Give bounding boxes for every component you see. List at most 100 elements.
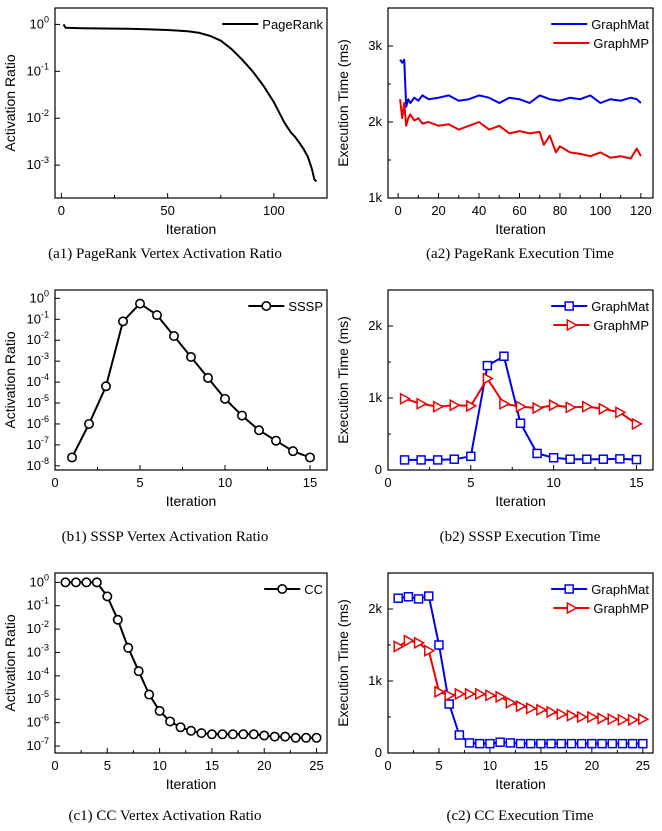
legend: CC [264, 582, 323, 597]
x-axis-label: Iteration [495, 221, 546, 237]
chart-a1: 0 50 100 100 10-1 10-2 10-3 Iteration Activation… [2, 7, 328, 262]
data-point [186, 725, 197, 736]
chart-caption: (a1) PageRank Vertex Activation Ratio [48, 246, 282, 262]
y-tick-label: 10-4 [27, 666, 49, 683]
series-sssp [67, 298, 315, 463]
data-point [112, 614, 123, 625]
x-tick-label: 40 [472, 203, 486, 218]
data-point [248, 729, 259, 740]
data-point [84, 418, 95, 429]
data-point [301, 732, 312, 743]
x-tick-label: 20 [257, 758, 271, 773]
data-point [546, 738, 556, 749]
data-point [499, 397, 511, 411]
data-point [133, 666, 144, 677]
y-tick-label: 10-3 [27, 155, 49, 172]
data-point [259, 730, 270, 741]
data-point [607, 738, 617, 749]
data-point [515, 400, 528, 413]
x-tick-label: 0 [384, 475, 391, 490]
data-point [482, 360, 493, 371]
x-tick-label: 10 [218, 475, 232, 490]
x-tick-label: 5 [467, 475, 474, 490]
plot-frame [387, 572, 654, 754]
data-point [287, 446, 298, 457]
data-point [565, 401, 577, 414]
legend-label: SSSP [288, 299, 323, 314]
data-point [556, 707, 568, 721]
data-point [152, 310, 163, 321]
data-point [196, 728, 207, 739]
data-point [525, 738, 536, 749]
data-point [546, 705, 558, 719]
data-point [627, 738, 638, 749]
legend-marker [261, 300, 272, 311]
y-tick-label: 10-8 [27, 456, 49, 473]
data-point [466, 399, 478, 413]
legend: PageRank [222, 17, 323, 32]
data-point [505, 738, 516, 748]
data-point [416, 455, 426, 465]
x-tick-label: 5 [136, 475, 143, 490]
data-point [280, 731, 291, 742]
data-point [123, 642, 134, 653]
data-point [454, 730, 465, 740]
data-point [515, 738, 526, 749]
data-point [403, 634, 415, 647]
legend-marker [277, 583, 288, 594]
x-tick-label: 25 [636, 758, 650, 773]
series-line [398, 595, 643, 745]
series-line [399, 99, 642, 160]
x-tick-label: 25 [309, 758, 323, 773]
data-point [186, 351, 197, 362]
data-point [638, 738, 648, 749]
y-axis-label: Activation Ratio [2, 614, 18, 711]
legend-label: GraphMP [593, 36, 649, 51]
x-tick-label: 60 [512, 203, 526, 218]
data-point [81, 577, 92, 588]
data-point [631, 417, 643, 431]
data-point [597, 738, 607, 749]
data-point [403, 592, 414, 602]
legend-label: GraphMat [591, 17, 649, 32]
data-point [399, 455, 410, 465]
y-tick-label: 10-5 [27, 689, 49, 706]
y-axis-label: Activation Ratio [2, 54, 18, 151]
data-point [615, 406, 627, 419]
data-point [474, 687, 487, 701]
data-point [432, 400, 445, 413]
y-tick-label: 2k [368, 318, 382, 333]
data-point [227, 729, 238, 740]
data-point [399, 392, 412, 405]
data-point [237, 410, 248, 421]
x-tick-label: 100 [590, 203, 612, 218]
data-point [304, 452, 315, 463]
data-point [515, 418, 526, 428]
y-tick-label: 3k [368, 38, 382, 53]
data-point [60, 577, 71, 588]
y-tick-label: 10-7 [27, 736, 49, 753]
data-point [515, 699, 528, 713]
plot-frame [54, 572, 328, 754]
series-graphmat [399, 351, 642, 465]
data-point [482, 372, 494, 385]
data-point [416, 397, 428, 411]
y-tick-label: 10-3 [27, 351, 49, 368]
y-tick-label: 10-3 [27, 642, 49, 659]
data-point [576, 710, 589, 724]
data-point [449, 454, 459, 464]
series-line [65, 581, 317, 739]
x-tick-label: 15 [303, 475, 317, 490]
data-point [587, 738, 597, 749]
x-tick-label: 5 [435, 758, 442, 773]
x-tick-label: 20 [431, 203, 445, 218]
data-point [220, 393, 231, 404]
data-point [444, 699, 454, 709]
y-axis-label: Activation Ratio [2, 331, 18, 428]
data-point [556, 738, 567, 749]
data-point [464, 687, 477, 701]
data-point [270, 435, 281, 446]
x-tick-label: 20 [585, 758, 599, 773]
data-point [67, 452, 78, 463]
